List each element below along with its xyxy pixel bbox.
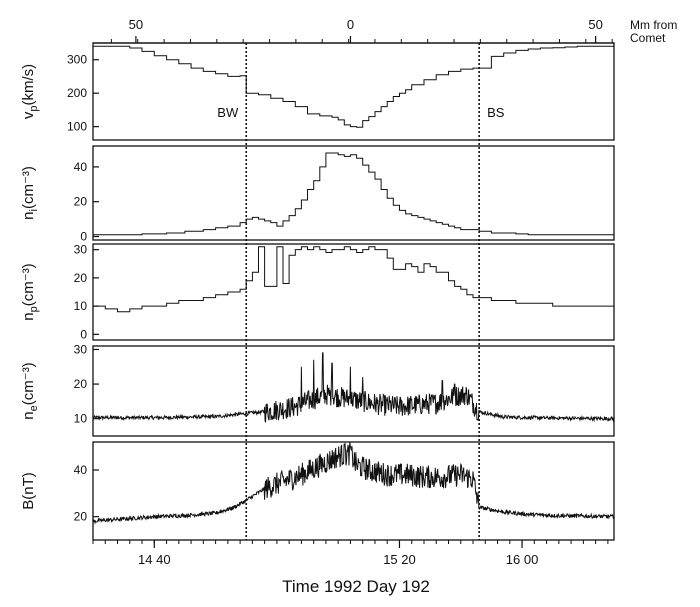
y-label-unit-B: (nT) (20, 472, 37, 500)
y-tick-label-vp-1: 200 (67, 86, 87, 100)
top-tick-label-0: 50 (129, 17, 143, 32)
panel-frame-vp (92, 42, 615, 141)
y-label-sub-ni: i (28, 209, 40, 211)
panel-vp: 100 200 300 vp(km/s) (20, 42, 615, 141)
y-label-main-ni: n (20, 212, 37, 220)
panel-np: 0 10 20 30 np(cm⁻³) (20, 243, 615, 341)
y-label-sub-ne: e (28, 405, 40, 411)
y-label-unit-vp: (km/s) (20, 64, 37, 106)
y-tick-label-np-1: 10 (74, 299, 88, 313)
y-tick-label-vp-0: 100 (67, 120, 87, 134)
top-tick-label-1: 0 (347, 17, 354, 32)
y-axis-label-np: np(cm⁻³) (20, 263, 40, 320)
panel-frame-np (92, 243, 615, 341)
y-label-unit-ne: (cm⁻³) (20, 362, 37, 405)
x-tick-label-1: 15 20 (383, 552, 416, 567)
series-line-B (93, 442, 614, 525)
panel-frame-ni (92, 145, 615, 241)
y-tick-label-ni-2: 40 (74, 160, 88, 174)
y-tick-label-ne-0: 10 (74, 412, 88, 426)
y-tick-label-ne-1: 20 (74, 377, 88, 391)
series-line-ne (93, 352, 614, 424)
top-axis-unit-line1: Mm from (630, 18, 677, 32)
y-tick-label-ni-1: 20 (74, 195, 88, 209)
y-label-sub-np: p (28, 306, 40, 312)
y-axis-label-B: B(nT) (20, 472, 37, 510)
y-axis-label-ni: ni(cm⁻³) (20, 166, 40, 220)
y-tick-label-np-2: 20 (74, 271, 88, 285)
panel-ne: 10 20 30 ne(cm⁻³) (20, 342, 615, 437)
y-tick-label-B-0: 20 (74, 510, 88, 524)
top-tick-label-2: 50 (588, 17, 602, 32)
y-tick-label-np-0: 0 (80, 327, 87, 341)
panel-frame-ne (92, 345, 615, 437)
panels: 100200300vp(km/s)02040ni(cm⁻³)0102030np(… (20, 42, 615, 541)
top-axis-unit-line2: Comet (630, 31, 666, 45)
y-axis-label-vp: vp(km/s) (20, 64, 40, 119)
y-label-main-B: B (20, 500, 37, 510)
x-tick-label-2: 16 00 (506, 552, 539, 567)
y-tick-label-ne-2: 30 (74, 342, 88, 356)
bottom-axis: 14 40 15 20 16 00 (92, 540, 609, 567)
y-label-unit-ni: (cm⁻³) (20, 166, 37, 209)
y-tick-label-np-3: 30 (74, 243, 88, 257)
y-axis-label-ne: ne(cm⁻³) (20, 362, 40, 419)
panel-ni: 0 20 40 ni(cm⁻³) (20, 145, 615, 244)
y-tick-label-vp-2: 300 (67, 53, 87, 67)
y-tick-label-ni-0: 0 (80, 230, 87, 244)
series-line-np (93, 246, 614, 313)
y-label-unit-np: (cm⁻³) (20, 263, 37, 306)
y-label-main-ne: n (20, 411, 37, 419)
series-line-vp (93, 45, 614, 128)
x-axis-title: Time 1992 Day 192 (282, 577, 430, 596)
series-line-ni (93, 152, 614, 236)
y-tick-label-B-1: 40 (74, 463, 88, 477)
y-label-main-np: n (20, 312, 37, 320)
boundary-label-BS: BS (487, 105, 505, 120)
panel-B: 20 40 B(nT) (20, 441, 615, 541)
panel-frame-B (92, 441, 615, 541)
y-label-main-vp: v (20, 111, 37, 119)
y-label-sub-vp: p (28, 106, 40, 112)
boundary-lines: BW BS (217, 43, 505, 540)
boundary-label-BW: BW (217, 105, 239, 120)
x-tick-label-0: 14 40 (138, 552, 171, 567)
